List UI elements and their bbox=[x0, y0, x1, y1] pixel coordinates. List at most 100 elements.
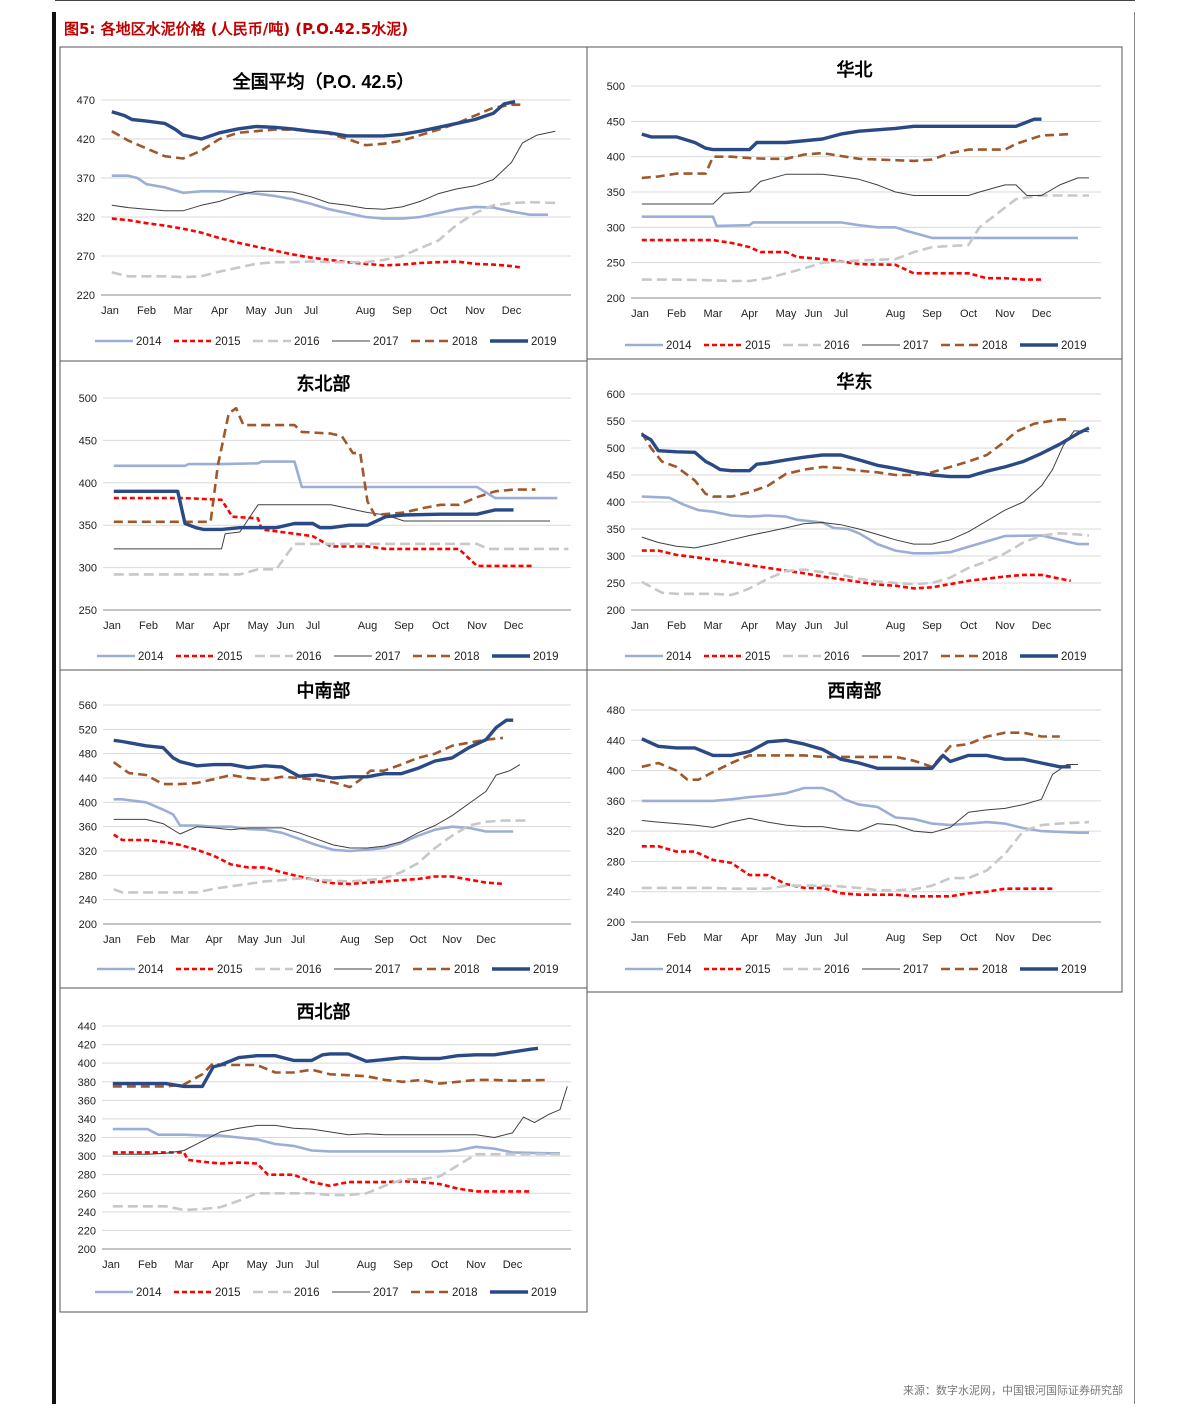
series-line-2017 bbox=[112, 1086, 568, 1155]
x-tick-label: Oct bbox=[431, 1259, 448, 1271]
x-tick-label: Sep bbox=[392, 305, 412, 317]
x-tick-label: Nov bbox=[466, 1259, 486, 1271]
x-tick-label: Feb bbox=[667, 620, 686, 632]
source-note: 来源：数字水泥网，中国银河国际证券研究部 bbox=[903, 1384, 1123, 1397]
x-tick-label: Aug bbox=[358, 620, 378, 632]
series-line-2018 bbox=[112, 1061, 550, 1088]
x-tick-label: Nov bbox=[995, 932, 1015, 944]
legend-label: 2014 bbox=[138, 651, 164, 663]
series-line-2017 bbox=[641, 764, 1078, 834]
series-line-2018 bbox=[640, 418, 1071, 498]
series-line-2018 bbox=[113, 406, 536, 524]
legend-label: 2018 bbox=[452, 336, 478, 348]
chart-panel: 华东 200 250 300 350 400 450 500 550 600 Jan Feb Mar Ap… bbox=[586, 358, 1123, 671]
series-line-2018 bbox=[641, 731, 1060, 782]
x-tick-label: Jan bbox=[631, 620, 649, 632]
x-tick-label: Jul bbox=[305, 1259, 319, 1271]
y-tick-label: 320 bbox=[78, 1133, 96, 1145]
y-tick-label: 200 bbox=[607, 917, 625, 929]
legend-label: 2016 bbox=[296, 964, 322, 976]
series-line-2016 bbox=[641, 194, 1089, 283]
legend-label: 2017 bbox=[375, 964, 401, 976]
x-tick-label: Apr bbox=[741, 308, 758, 320]
legend-label: 2019 bbox=[531, 1287, 557, 1299]
chart-panel: 全国平均（P.O. 42.5） 220 270 320 370 420 470 Jan Feb M… bbox=[59, 46, 588, 362]
y-tick-label: 320 bbox=[79, 846, 97, 858]
y-tick-label: 500 bbox=[607, 81, 625, 93]
x-tick-label: Sep bbox=[394, 620, 414, 632]
x-tick-label: Oct bbox=[960, 932, 977, 944]
series-line-2019 bbox=[640, 426, 1090, 479]
legend-label: 2016 bbox=[294, 336, 320, 348]
y-tick-label: 200 bbox=[607, 293, 625, 305]
legend-label: 2015 bbox=[217, 651, 243, 663]
y-tick-label: 350 bbox=[79, 520, 97, 532]
x-tick-label: Apr bbox=[213, 620, 230, 632]
x-tick-label: Nov bbox=[995, 620, 1015, 632]
x-tick-label: Oct bbox=[960, 620, 977, 632]
chart-panel: 东北部 250 300 350 400 450 500 Jan Feb Mar Apr May Jun J… bbox=[59, 360, 588, 671]
legend-label: 2017 bbox=[373, 1287, 399, 1299]
y-tick-label: 440 bbox=[79, 773, 97, 785]
legend-label: 2018 bbox=[982, 340, 1008, 352]
legend-label: 2017 bbox=[903, 340, 929, 352]
series-line-2017 bbox=[113, 764, 521, 849]
x-tick-label: Jul bbox=[834, 308, 848, 320]
y-tick-label: 280 bbox=[78, 1170, 96, 1182]
y-tick-label: 440 bbox=[78, 1021, 96, 1033]
y-tick-label: 200 bbox=[78, 1244, 96, 1256]
legend-label: 2018 bbox=[982, 651, 1008, 663]
legend-label: 2017 bbox=[903, 651, 929, 663]
x-tick-label: May bbox=[248, 620, 269, 632]
y-tick-label: 420 bbox=[78, 1040, 96, 1052]
series-line-2015 bbox=[641, 549, 1071, 590]
x-tick-label: Nov bbox=[467, 620, 487, 632]
x-tick-label: Dec bbox=[504, 620, 524, 632]
y-tick-label: 320 bbox=[77, 212, 95, 224]
legend-label: 2019 bbox=[533, 651, 559, 663]
y-tick-label: 360 bbox=[607, 796, 625, 808]
x-tick-label: Jul bbox=[291, 934, 305, 946]
y-tick-label: 280 bbox=[607, 856, 625, 868]
chart-panel: 中南部 200 240 280 320 360 400 440 480 520 560 Jan Feb M… bbox=[59, 669, 588, 989]
legend-label: 2015 bbox=[215, 1287, 241, 1299]
x-tick-label: Aug bbox=[340, 934, 360, 946]
y-tick-label: 340 bbox=[78, 1114, 96, 1126]
series-line-2016 bbox=[113, 819, 531, 894]
x-tick-label: Jan bbox=[101, 305, 119, 317]
y-tick-label: 200 bbox=[79, 919, 97, 931]
x-tick-label: Mar bbox=[704, 308, 723, 320]
chart-panel: 西南部 200 240 280 320 360 400 440 480 Jan Feb Mar Apr M… bbox=[586, 669, 1123, 993]
y-tick-label: 450 bbox=[607, 116, 625, 128]
series-line-2014 bbox=[641, 786, 1089, 835]
x-tick-label: Sep bbox=[922, 932, 942, 944]
legend-label: 2016 bbox=[296, 651, 322, 663]
legend-label: 2017 bbox=[373, 336, 399, 348]
x-tick-label: Apr bbox=[205, 934, 222, 946]
chart-title: 华东 bbox=[837, 371, 873, 392]
x-tick-label: Jun bbox=[275, 305, 293, 317]
series-line-2016 bbox=[113, 542, 569, 576]
y-tick-label: 450 bbox=[607, 470, 625, 482]
x-tick-label: Nov bbox=[465, 305, 485, 317]
series-line-2014 bbox=[641, 215, 1078, 240]
series-line-2016 bbox=[112, 1152, 560, 1212]
series-line-2016 bbox=[641, 820, 1090, 892]
figure-title: 图5: 各地区水泥价格 (人民币/吨) (P.O.42.5水泥) bbox=[64, 20, 409, 38]
x-tick-label: Aug bbox=[356, 305, 376, 317]
y-tick-label: 350 bbox=[607, 187, 625, 199]
x-tick-label: Jan bbox=[103, 934, 121, 946]
y-tick-label: 250 bbox=[79, 605, 97, 617]
y-tick-label: 400 bbox=[79, 478, 97, 490]
legend-label: 2018 bbox=[452, 1287, 478, 1299]
x-tick-label: Aug bbox=[886, 932, 906, 944]
x-tick-label: Mar bbox=[175, 1259, 194, 1271]
legend-label: 2019 bbox=[1061, 651, 1087, 663]
x-tick-label: Nov bbox=[442, 934, 462, 946]
x-tick-label: Jun bbox=[264, 934, 282, 946]
series-line-2019 bbox=[113, 489, 514, 532]
x-tick-label: Mar bbox=[176, 620, 195, 632]
series-line-2014 bbox=[113, 797, 514, 853]
legend-label: 2015 bbox=[215, 336, 241, 348]
legend-label: 2015 bbox=[745, 651, 771, 663]
